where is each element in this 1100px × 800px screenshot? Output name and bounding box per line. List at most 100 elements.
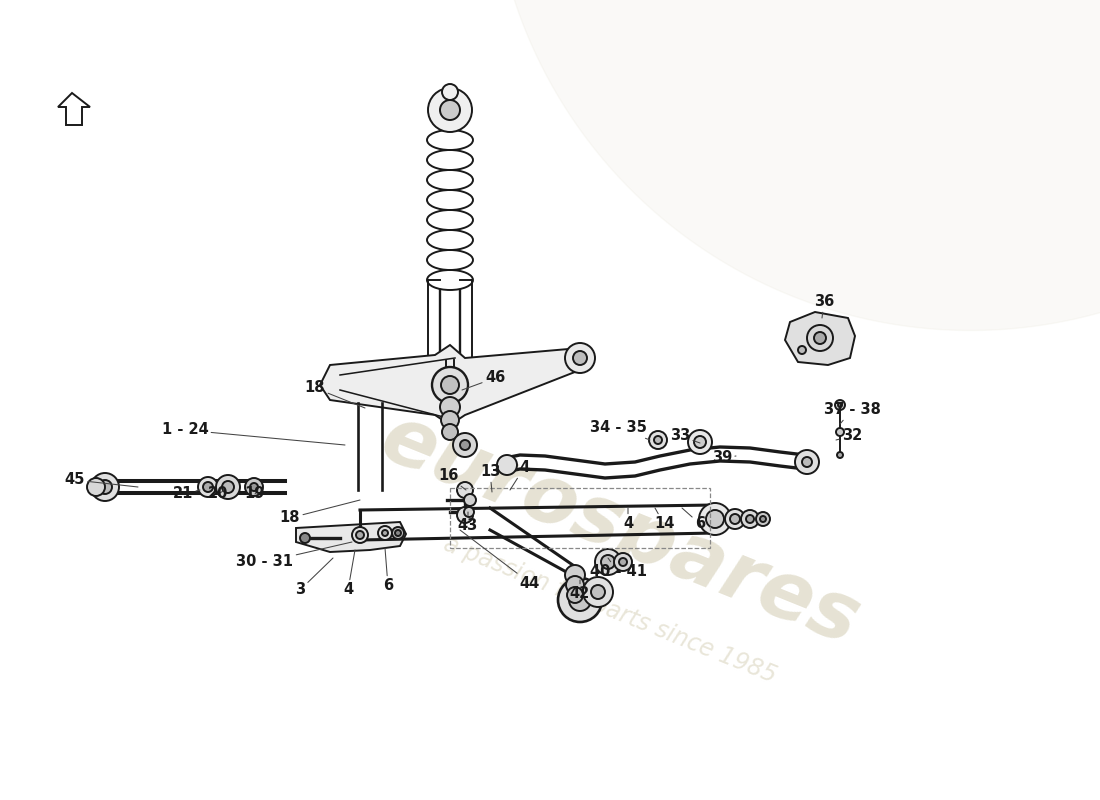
Text: 36: 36 (814, 294, 834, 318)
Circle shape (300, 533, 310, 543)
Circle shape (440, 100, 460, 120)
Circle shape (428, 88, 472, 132)
Text: 14: 14 (653, 508, 674, 531)
Polygon shape (58, 93, 90, 125)
Circle shape (614, 553, 632, 571)
Circle shape (356, 531, 364, 539)
Circle shape (725, 509, 745, 529)
Circle shape (352, 527, 368, 543)
Circle shape (730, 514, 740, 524)
Circle shape (87, 478, 104, 496)
Circle shape (395, 530, 402, 536)
Circle shape (216, 475, 240, 499)
Text: eurospares: eurospares (370, 398, 870, 662)
Circle shape (746, 515, 754, 523)
Circle shape (756, 512, 770, 526)
Circle shape (460, 440, 470, 450)
Text: 6: 6 (383, 548, 393, 594)
Text: 13: 13 (480, 465, 501, 492)
Circle shape (838, 403, 842, 407)
Polygon shape (785, 312, 855, 365)
Circle shape (456, 482, 473, 498)
Circle shape (649, 431, 667, 449)
Circle shape (245, 478, 263, 496)
Text: 19: 19 (245, 486, 265, 502)
Text: 1 - 24: 1 - 24 (162, 422, 345, 445)
Circle shape (836, 428, 844, 436)
Circle shape (837, 452, 843, 458)
Circle shape (392, 527, 404, 539)
Circle shape (98, 480, 112, 494)
Text: 33: 33 (670, 429, 700, 443)
Text: 3: 3 (295, 558, 333, 598)
Circle shape (250, 483, 258, 491)
Circle shape (204, 482, 213, 492)
Text: 46: 46 (462, 370, 505, 390)
Circle shape (442, 84, 458, 100)
Circle shape (440, 397, 460, 417)
Circle shape (698, 503, 732, 535)
Text: 34 - 35: 34 - 35 (590, 421, 650, 440)
Circle shape (456, 507, 473, 523)
Text: 40 - 41: 40 - 41 (590, 558, 647, 579)
Text: 4: 4 (343, 550, 355, 598)
Circle shape (795, 450, 820, 474)
Circle shape (654, 436, 662, 444)
Text: 32: 32 (836, 429, 862, 443)
Text: 43: 43 (458, 512, 478, 534)
Circle shape (464, 494, 476, 506)
Circle shape (558, 578, 602, 622)
Text: 20: 20 (208, 486, 228, 502)
Circle shape (441, 376, 459, 394)
Circle shape (565, 565, 585, 585)
Circle shape (565, 343, 595, 373)
Circle shape (741, 510, 759, 528)
Circle shape (706, 510, 724, 528)
Text: 6: 6 (682, 508, 705, 531)
Text: 4: 4 (510, 461, 529, 490)
Circle shape (566, 587, 583, 603)
Circle shape (91, 473, 119, 501)
Circle shape (222, 481, 234, 493)
Text: 44: 44 (460, 530, 540, 590)
Circle shape (569, 589, 591, 611)
Text: 30 - 31: 30 - 31 (236, 542, 352, 570)
Circle shape (573, 351, 587, 365)
Circle shape (441, 411, 459, 429)
Circle shape (760, 516, 766, 522)
Text: 4: 4 (623, 508, 634, 531)
Text: 18: 18 (279, 500, 360, 526)
Circle shape (497, 455, 517, 475)
Circle shape (798, 346, 806, 354)
Circle shape (566, 576, 584, 594)
Polygon shape (296, 522, 406, 552)
Circle shape (619, 558, 627, 566)
Circle shape (688, 430, 712, 454)
Circle shape (442, 424, 458, 440)
Circle shape (453, 433, 477, 457)
Circle shape (601, 555, 615, 569)
Circle shape (432, 367, 468, 403)
Circle shape (595, 549, 621, 575)
Circle shape (378, 526, 392, 540)
Text: 21: 21 (173, 486, 200, 502)
Circle shape (382, 530, 388, 536)
Polygon shape (320, 345, 590, 425)
Circle shape (464, 507, 474, 517)
Bar (450, 488, 710, 548)
Text: 16: 16 (438, 469, 466, 490)
Circle shape (807, 325, 833, 351)
Circle shape (802, 457, 812, 467)
Text: 45: 45 (65, 473, 138, 487)
Circle shape (583, 577, 613, 607)
Text: 42: 42 (570, 580, 590, 602)
Circle shape (814, 332, 826, 344)
Circle shape (694, 436, 706, 448)
Circle shape (198, 477, 218, 497)
Text: 18: 18 (305, 381, 365, 408)
Text: 37 - 38: 37 - 38 (824, 402, 880, 424)
Circle shape (835, 400, 845, 410)
Text: a passion for parts since 1985: a passion for parts since 1985 (440, 532, 780, 688)
Text: 39: 39 (712, 450, 736, 466)
Circle shape (591, 585, 605, 599)
